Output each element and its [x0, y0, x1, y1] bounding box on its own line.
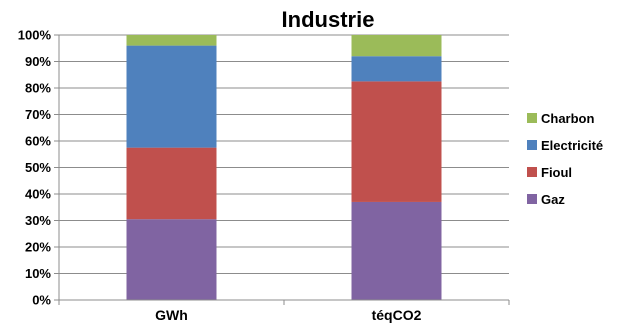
y-tick-label: 80%: [25, 81, 51, 96]
y-tick-label: 30%: [25, 213, 51, 228]
y-tick-label: 20%: [25, 240, 51, 255]
legend-label: Fioul: [541, 165, 572, 180]
y-axis-ticks: 0% 10% 20% 30% 40% 50% 60% 70% 80% 90% 100%: [18, 28, 59, 308]
bar-segment: [126, 219, 217, 300]
legend-label: Electricité: [541, 138, 603, 153]
x-tick-label: téqCO2: [372, 307, 422, 323]
bar-segment: [351, 56, 442, 82]
chart-title: Industrie: [282, 7, 375, 32]
legend-item: Fioul: [527, 165, 572, 180]
bar-segment: [351, 35, 442, 57]
bar-segment: [126, 147, 217, 220]
y-tick-label: 90%: [25, 54, 51, 69]
x-axis-ticks: GWh téqCO2: [58, 300, 510, 323]
legend-swatch: [527, 113, 537, 123]
legend-label: Charbon: [541, 111, 595, 126]
bar-segment: [351, 201, 442, 300]
bars: [126, 35, 442, 300]
legend-item: Electricité: [527, 138, 603, 153]
y-tick-label: 10%: [25, 266, 51, 281]
legend-label: Gaz: [541, 192, 565, 207]
legend-swatch: [527, 167, 537, 177]
y-tick-label: 50%: [25, 160, 51, 175]
legend-swatch: [527, 194, 537, 204]
y-tick-label: 40%: [25, 187, 51, 202]
legend-item: Gaz: [527, 192, 565, 207]
y-tick-label: 100%: [18, 28, 52, 43]
legend-item: Charbon: [527, 111, 595, 126]
legend-swatch: [527, 140, 537, 150]
y-tick-label: 60%: [25, 134, 51, 149]
axes: [58, 35, 509, 301]
legend: Charbon Electricité Fioul Gaz: [527, 111, 603, 207]
y-tick-label: 0%: [32, 293, 51, 308]
x-tick-label: GWh: [155, 307, 188, 323]
bar-segment: [126, 45, 217, 148]
y-tick-label: 70%: [25, 107, 51, 122]
bar-segment: [351, 81, 442, 202]
bar-segment: [126, 35, 217, 46]
